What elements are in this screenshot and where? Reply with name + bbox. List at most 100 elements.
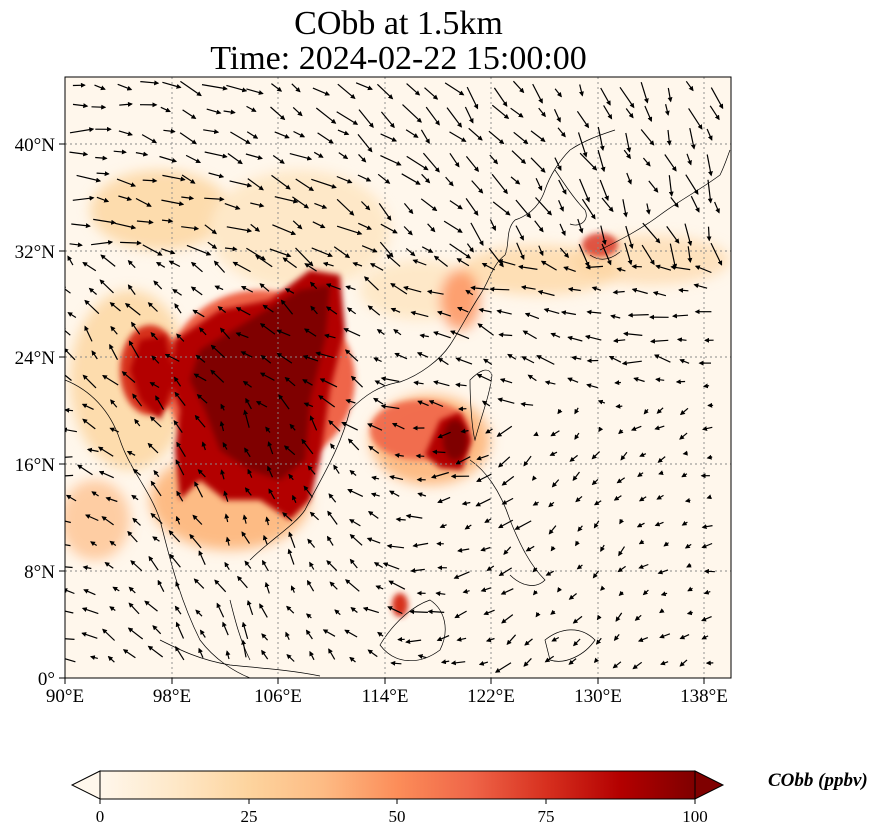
wind-arrow: [174, 605, 182, 615]
wind-arrow: [307, 538, 316, 548]
wind-arrow: [416, 352, 429, 358]
wind-arrow: [367, 649, 378, 658]
wind-arrow: [655, 264, 672, 271]
wind-arrow: [690, 195, 700, 213]
wind-arrow: [101, 516, 114, 526]
wind-arrow: [439, 523, 447, 529]
wind-arrow: [660, 660, 669, 666]
map-plot-area: [65, 77, 731, 678]
wind-arrow: [362, 606, 379, 614]
wind-arrow: [142, 244, 163, 256]
wind-arrow: [347, 438, 360, 451]
wind-arrow: [345, 285, 356, 291]
wind-arrow: [703, 589, 711, 595]
wind-arrow: [687, 586, 693, 592]
wind-arrow: [126, 450, 136, 456]
wind-arrow: [470, 222, 484, 246]
wind-arrow: [706, 128, 713, 141]
wind-arrow: [377, 173, 391, 184]
wind-arrow: [714, 201, 720, 214]
wind-arrow: [417, 400, 429, 407]
wind-arrow: [577, 525, 583, 532]
wind-arrow: [703, 568, 715, 574]
wind-arrow: [361, 245, 378, 253]
wind-arrow: [433, 331, 451, 339]
wind-arrow: [659, 608, 665, 614]
wind-arrow: [304, 263, 317, 272]
wind-arrow: [554, 157, 562, 172]
wind-arrow: [333, 464, 340, 474]
wind-arrow: [161, 218, 174, 224]
wind-arrow: [314, 202, 328, 209]
wind-arrow: [686, 562, 692, 568]
wind-arrow: [99, 279, 114, 294]
wind-arrow: [659, 633, 671, 639]
wind-arrow: [315, 351, 334, 359]
wind-arrow: [638, 563, 649, 569]
wind-arrow: [192, 514, 203, 525]
wind-arrow: [302, 379, 313, 386]
wind-arrow: [174, 303, 182, 314]
wind-arrow: [406, 155, 429, 171]
wind-arrow: [349, 519, 361, 527]
wind-arrow: [128, 340, 140, 358]
wind-arrow: [518, 264, 538, 270]
wind-arrow: [601, 197, 614, 213]
wind-arrow: [262, 304, 274, 313]
wind-arrow: [282, 257, 297, 269]
wind-arrow: [523, 657, 532, 667]
wind-arrow: [204, 151, 228, 159]
wind-arrow: [190, 286, 203, 296]
wind-arrow: [485, 637, 495, 643]
wind-arrow: [592, 570, 600, 579]
wind-arrow: [395, 517, 406, 522]
wind-arrow: [701, 524, 713, 530]
wind-arrow: [389, 490, 400, 497]
wind-arrow: [329, 581, 338, 590]
wind-arrow: [421, 246, 434, 253]
wind-arrow: [330, 443, 336, 450]
wind-arrow: [267, 441, 274, 455]
x-tick-label: 138°E: [680, 686, 728, 707]
wind-arrow: [559, 223, 566, 237]
wind-arrow: [679, 634, 690, 640]
wind-arrow: [246, 599, 254, 615]
wind-arrow: [593, 657, 600, 664]
wind-arrow: [293, 130, 306, 138]
wind-arrow: [219, 327, 231, 340]
wind-arrow: [193, 578, 205, 589]
wind-arrow: [265, 516, 270, 526]
wind-arrow: [601, 243, 612, 266]
wind-arrow: [630, 425, 642, 431]
wind-arrow: [303, 485, 313, 498]
wind-arrow: [693, 283, 708, 289]
wind-arrow: [82, 374, 97, 389]
wind-arrow: [483, 358, 493, 366]
wind-arrow: [478, 660, 489, 666]
wind-arrow: [175, 515, 181, 525]
wind-arrow: [82, 418, 96, 430]
wind-arrow: [65, 407, 74, 413]
wind-arrow: [578, 243, 590, 268]
wind-arrow: [118, 130, 133, 137]
wind-arrow: [196, 394, 208, 404]
wind-arrow: [435, 591, 446, 597]
wind-arrow: [684, 497, 691, 503]
wind-arrow: [584, 334, 602, 341]
wind-arrow: [548, 501, 555, 508]
wind-arrow: [83, 589, 96, 596]
wind-arrow: [149, 416, 162, 428]
wind-arrow: [81, 632, 98, 639]
wind-arrow: [515, 225, 524, 241]
wind-arrow: [161, 199, 185, 207]
wind-arrow: [245, 397, 252, 410]
wind-arrow: [453, 571, 470, 579]
wind-arrow: [186, 244, 212, 256]
wind-arrow: [625, 132, 632, 153]
wind-arrow: [513, 131, 529, 145]
wind-arrow: [679, 432, 688, 440]
wind-arrow: [289, 153, 313, 161]
wind-arrow: [610, 314, 621, 320]
wind-arrow: [427, 223, 436, 233]
wind-arrow: [127, 627, 144, 640]
